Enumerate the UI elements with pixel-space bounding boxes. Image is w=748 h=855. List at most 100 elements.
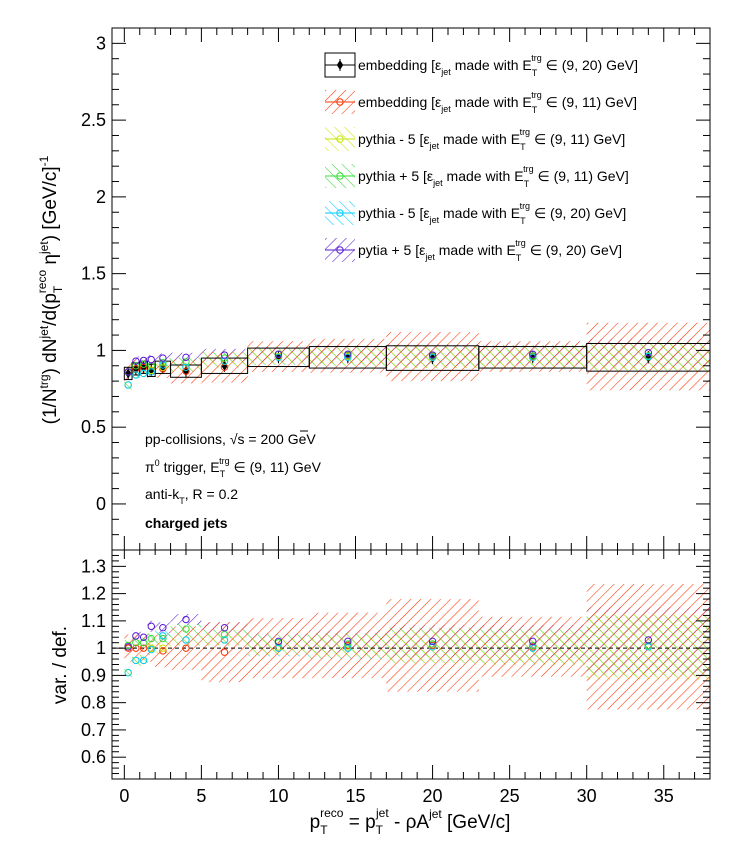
point-pyPlus20 (159, 354, 167, 362)
ratio-point-pyPlus20 (274, 637, 283, 646)
xlabel-part: p (310, 812, 321, 833)
x-axis-label: pTreco = pTjet - ρAjet [GeV/c] (310, 806, 511, 837)
legend-label-pyMinus20: pythia - 5 [εjet made with ETtrg ∈ (9, 2… (358, 201, 626, 226)
ylabel-part: η (40, 254, 61, 270)
ratio-band-emb11 (147, 634, 156, 662)
top-axes: 0 0.5 1 1.5 2 2.5 3 (81, 28, 711, 550)
legend-label-part: pytia + 5 [ε (358, 242, 425, 258)
y-tick-label: 0.8 (81, 693, 106, 713)
x-tick-label: 20 (423, 786, 443, 806)
point-pyMinus20 (344, 353, 352, 362)
ratio-point-pyPlus20 (159, 623, 167, 632)
ylabel-part: ) dN (40, 339, 61, 375)
ylabel-part: /d(p (40, 293, 61, 326)
legend-label-part: made with E (439, 205, 520, 221)
y-tick-label: 1.3 (81, 556, 106, 576)
legend-label-part: T (532, 68, 538, 78)
legend-label-part: jet (440, 104, 451, 114)
point-pyPlus20 (428, 351, 437, 359)
point-emb20 (336, 60, 344, 70)
legend-label-part: T (520, 216, 526, 226)
xlabel-sub: T (376, 823, 384, 837)
point-pyPlus11 (139, 360, 148, 368)
top-systematic-bands (124, 322, 710, 391)
ylabel-sup: trg (37, 374, 51, 388)
legend-label-part: ∈ (9, 11) GeV] (534, 168, 629, 184)
ratio-point-pyMinus11 (159, 644, 167, 652)
legend-label-part: pythia + 5 [ε (358, 168, 433, 184)
ratio-point-pyPlus20 (124, 643, 132, 651)
point-pyMinus20 (182, 363, 190, 371)
ylabel-part: ) [GeV/c] (40, 166, 61, 241)
point-emb20 (221, 360, 228, 371)
legend-label-part: pythia - 5 [ε (358, 205, 430, 221)
xlabel-part: - ρA (389, 812, 430, 833)
ratio-point-emb11 (139, 644, 148, 652)
ratio-band-pyMinus11 (124, 667, 133, 679)
ratio-band-pyPlus20 (147, 620, 156, 632)
sys-band-pyPlus20 (170, 352, 202, 362)
legend-label-part: trg (520, 201, 531, 211)
y-tick-label: 0 (96, 494, 106, 514)
ratio-point-pyMinus20 (159, 632, 167, 640)
legend-label-part: ∈ (9, 20) GeV] (530, 205, 626, 221)
legend-label-emb11: embedding [εjet made with ETtrg ∈ (9, 11… (358, 90, 637, 115)
x-tick-label: 10 (268, 786, 288, 806)
annotation-sub: T (179, 496, 185, 506)
bottom-axes: 0.6 0.7 0.8 0.9 1 1.1 1.2 1.3 0 5 10 15 20 25 30 35 (81, 550, 711, 806)
y-tick-label: 1.2 (81, 584, 106, 604)
legend-label-pyPlus11: pythia + 5 [εjet made with ETtrg ∈ (9, 1… (358, 164, 629, 189)
ratio-band-emb11 (586, 584, 710, 710)
y-tick-label: 2 (96, 187, 106, 207)
point-pyPlus20 (644, 349, 653, 357)
annotation-part: pp-collisions, (145, 431, 230, 447)
ratio-point-pyPlus20 (529, 637, 537, 646)
ratio-band-pyPlus20 (170, 614, 202, 625)
legend-label-emb20: embedding [εjet made with ETtrg ∈ (9, 20… (358, 53, 638, 78)
annotation-part: = 200 GeV (245, 431, 317, 447)
legend-label-part: made with E (443, 168, 524, 184)
legend-label-part: trg (515, 238, 526, 248)
ratio-band-emb11 (247, 618, 310, 679)
point-emb20 (645, 352, 652, 363)
point-pyMinus20 (336, 209, 344, 217)
ratio-band-emb11 (386, 599, 479, 692)
bottom-systematic-bands (124, 584, 710, 710)
annotation-part: π (145, 459, 155, 475)
ratio-point-pyPlus20 (182, 615, 190, 624)
ratio-point-pyPlus20 (428, 637, 437, 646)
point-pyPlus11 (132, 362, 140, 370)
ratio-point-emb11 (159, 647, 167, 655)
ratio-point-pyMinus20 (124, 668, 132, 677)
ratio-point-pyPlus11 (428, 640, 437, 648)
xlabel-sup: jet (375, 806, 389, 820)
point-pyPlus20 (336, 246, 344, 254)
legend-label-pyPlus20: pytia + 5 [εjet made with ETtrg ∈ (9, 20… (358, 238, 622, 263)
legend-label-part: ∈ (9, 11) GeV] (530, 131, 625, 147)
point-pyPlus20 (274, 350, 283, 358)
y-tick-label: 0.5 (81, 417, 106, 437)
top-y-axis-label: (1/Ntrg) dNjet/d(pTreco ηjet) [GeV/c]-1 (35, 155, 65, 424)
legend-label-part: made with E (435, 242, 516, 258)
legend-label-part: trg (520, 127, 531, 137)
xlabel-sup: reco (320, 806, 344, 820)
y-tick-label: 1.1 (81, 611, 106, 631)
annotation-sub: T (220, 469, 226, 479)
annotation-sup: 0 (155, 458, 160, 468)
sys-band-pyPlus20 (147, 355, 156, 365)
legend-label-pyMinus11: pythia - 5 [εjet made with ETtrg ∈ (9, 1… (358, 127, 625, 152)
annotations: pp-collisions, √s = 200 GeV π0 trigger, … (145, 430, 322, 531)
annotation-collisions: pp-collisions, √s = 200 GeV (145, 431, 316, 447)
ratio-point-pyPlus11 (344, 640, 352, 648)
bottom-panel: 0.6 0.7 0.8 0.9 1 1.1 1.2 1.3 0 5 10 15 20 25 30 35 var… (50, 549, 711, 837)
x-tick-label: 25 (500, 786, 520, 806)
y-tick-label: 1 (96, 638, 106, 658)
ratio-point-emb11 (132, 644, 140, 652)
top-data-points (124, 349, 653, 389)
ratio-band-emb11 (478, 616, 587, 677)
y-tick-label: 0.6 (81, 747, 106, 767)
point-pyMinus20 (274, 353, 283, 362)
point-pyPlus20 (182, 353, 190, 362)
ratio-point-pyPlus11 (182, 625, 190, 633)
x-tick-label: 15 (345, 786, 365, 806)
